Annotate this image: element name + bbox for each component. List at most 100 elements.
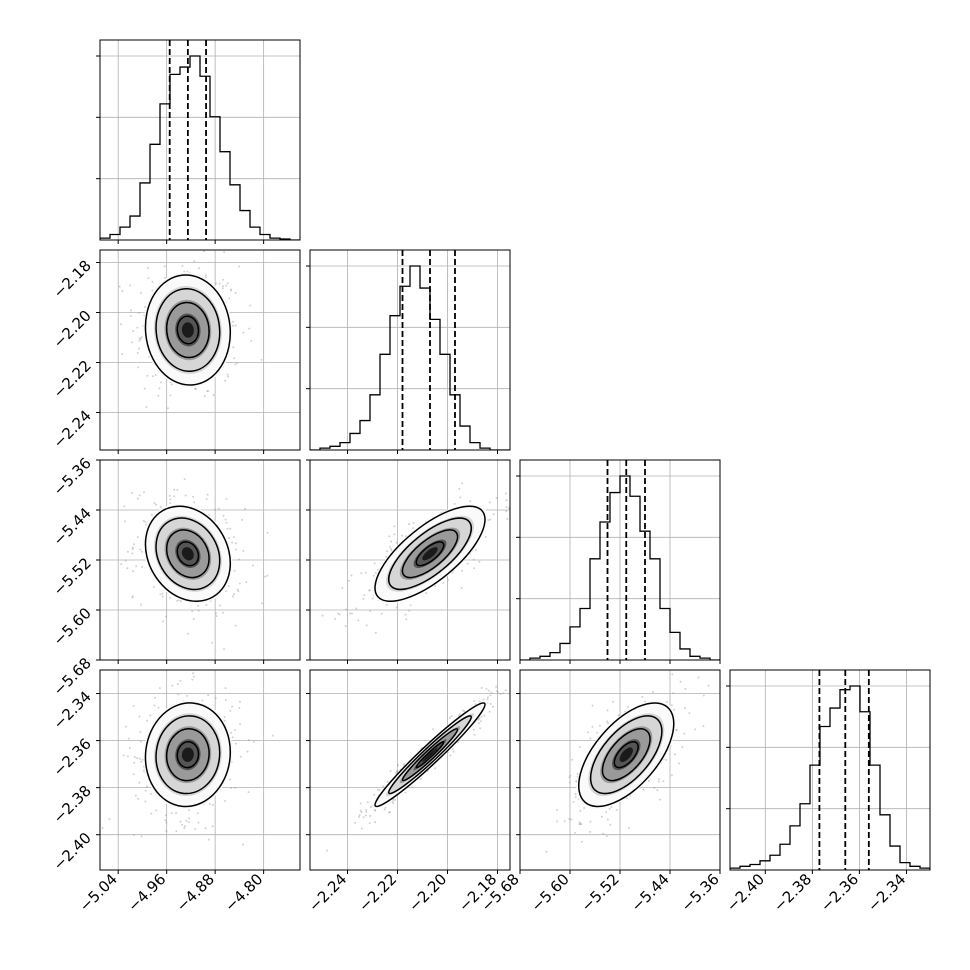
scatter-point xyxy=(232,535,235,538)
y-tick-label: −2.24 xyxy=(50,407,95,452)
scatter-point xyxy=(670,704,673,707)
scatter-point xyxy=(463,710,466,713)
panel-3-3: −2.40 −2.38 −2.36 −2.34 xyxy=(723,669,931,915)
scatter-point xyxy=(386,550,389,553)
scatter-point xyxy=(396,770,399,773)
scatter-point xyxy=(514,674,516,676)
panel-frame xyxy=(309,669,511,871)
scatter-point xyxy=(397,764,400,767)
scatter-point xyxy=(239,755,242,758)
x-tick-label: −4.80 xyxy=(221,870,266,915)
scatter-point xyxy=(612,700,615,703)
scatter-point xyxy=(234,363,237,366)
scatter-point xyxy=(152,585,155,588)
density-fill xyxy=(181,747,194,762)
density-contour xyxy=(144,702,232,808)
panel-0-2: −5.68 −5.60 −5.52 −5.44 −5.36 xyxy=(50,454,301,699)
scatter-point xyxy=(678,762,681,765)
scatter-point xyxy=(130,309,133,312)
scatter-point xyxy=(391,800,394,803)
scatter-point xyxy=(201,699,204,702)
scatter-point xyxy=(452,750,455,753)
scatter-point xyxy=(574,793,577,796)
scatter-point xyxy=(617,714,620,717)
scatter-point xyxy=(401,534,404,537)
scatter-point xyxy=(155,809,158,812)
scatter-point xyxy=(556,820,559,823)
panel-content xyxy=(310,670,519,870)
scatter-point xyxy=(146,785,149,788)
scatter-point xyxy=(228,778,231,781)
scatter-point xyxy=(171,684,174,687)
scatter-point xyxy=(160,381,163,384)
scatter-point xyxy=(404,791,407,794)
scatter-point xyxy=(157,706,160,709)
scatter-point xyxy=(127,737,130,740)
scatter-point xyxy=(162,620,165,623)
panel-content xyxy=(520,670,720,870)
scatter-point xyxy=(485,687,488,690)
scatter-point xyxy=(141,758,144,761)
scatter-point xyxy=(461,709,464,712)
scatter-point xyxy=(225,284,228,287)
scatter-point xyxy=(355,607,358,610)
scatter-point xyxy=(461,482,464,485)
y-tick-label: −5.68 xyxy=(50,654,95,699)
scatter-point xyxy=(131,595,134,598)
scatter-point xyxy=(143,491,146,494)
scatter-point xyxy=(358,815,361,818)
scatter-point xyxy=(449,754,452,757)
scatter-point xyxy=(179,679,182,682)
scatter-point xyxy=(226,282,229,285)
scatter-point xyxy=(451,571,454,574)
scatter-point xyxy=(153,501,156,504)
scatter-point xyxy=(221,278,224,281)
scatter-point xyxy=(225,521,228,524)
scatter-point xyxy=(176,599,179,602)
scatter-point xyxy=(150,792,153,795)
y-tick-label: −2.22 xyxy=(50,357,95,402)
scatter-point xyxy=(359,802,362,805)
scatter-point xyxy=(684,688,687,691)
scatter-point xyxy=(232,593,235,596)
scatter-point xyxy=(488,710,491,713)
scatter-point xyxy=(389,547,392,550)
x-tick-label: −4.88 xyxy=(173,870,218,915)
scatter-point xyxy=(121,353,124,356)
scatter-point xyxy=(126,755,129,758)
scatter-point xyxy=(140,336,143,339)
panel-content xyxy=(310,250,510,450)
scatter-point xyxy=(181,823,184,826)
scatter-point xyxy=(373,809,376,812)
scatter-point xyxy=(656,789,659,792)
scatter-point xyxy=(224,698,227,701)
scatter-point xyxy=(223,251,226,254)
scatter-point xyxy=(176,683,179,686)
scatter-point xyxy=(459,496,462,499)
scatter-point xyxy=(242,331,245,334)
scatter-point xyxy=(133,543,136,546)
density-contour xyxy=(415,541,445,567)
scatter-point xyxy=(578,745,581,748)
scatter-point xyxy=(139,548,142,551)
scatter-point xyxy=(405,618,408,621)
scatter-point xyxy=(517,674,519,676)
scatter-point xyxy=(194,387,197,390)
scatter-point xyxy=(228,297,231,300)
scatter-point xyxy=(187,817,190,820)
scatter-point xyxy=(238,706,241,709)
y-tick-label: −5.60 xyxy=(50,604,95,649)
panel-0-0 xyxy=(96,39,301,244)
scatter-point xyxy=(615,808,618,811)
scatter-point xyxy=(184,494,187,497)
x-tick-label: −2.34 xyxy=(864,870,909,915)
density-contour xyxy=(613,741,639,769)
scatter-point xyxy=(450,715,453,718)
scatter-point xyxy=(136,351,139,354)
panel-1-2 xyxy=(306,459,511,664)
scatter-point xyxy=(556,808,559,811)
scatter-point xyxy=(108,818,111,821)
scatter-point xyxy=(432,728,435,731)
scatter-point xyxy=(175,830,178,833)
scatter-point xyxy=(495,690,498,693)
